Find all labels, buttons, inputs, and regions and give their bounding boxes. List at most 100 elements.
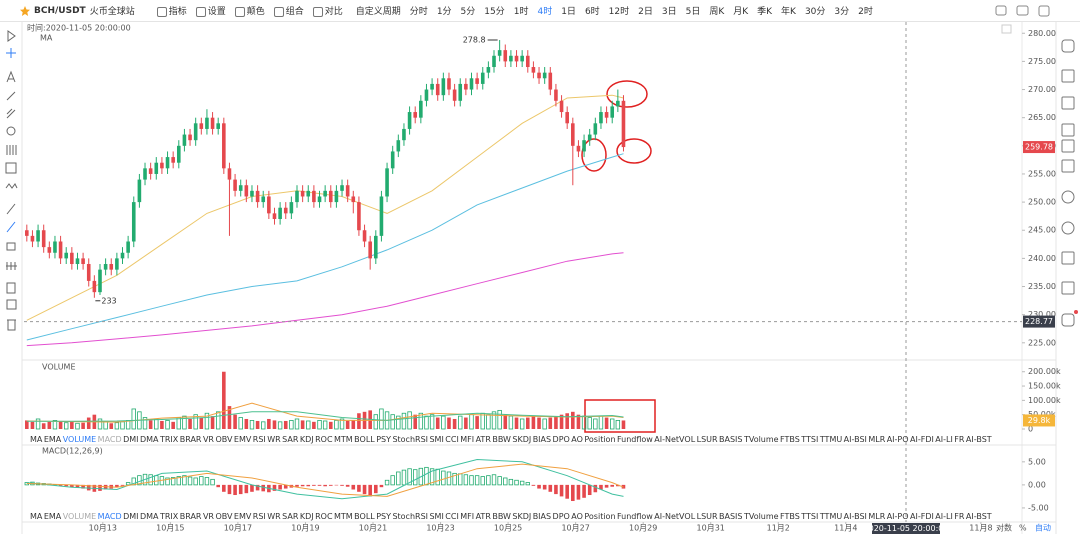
axis-option[interactable]: 自动 (1035, 523, 1051, 533)
top-button[interactable] (1016, 5, 1029, 16)
interval-button[interactable]: 2日 (638, 7, 653, 17)
indicator-tab[interactable]: AI-BST (965, 435, 992, 444)
indicator-tab[interactable]: BASIS (719, 435, 743, 444)
toolbar-button[interactable]: 对比 (324, 7, 343, 17)
indicator-tab[interactable]: TVolume (743, 512, 779, 521)
indicator-tab[interactable]: BIAS (532, 435, 552, 444)
interval-button[interactable]: 5日 (685, 7, 701, 17)
indicator-tab[interactable]: StochRSI (392, 512, 429, 521)
interval-button[interactable]: 5分 (460, 7, 476, 17)
indicator-tab[interactable]: CCI (445, 435, 459, 444)
interval-button[interactable]: 1日 (561, 7, 576, 17)
indicator-tab[interactable]: AI-NetVOL (654, 435, 696, 444)
indicator-tab[interactable]: SAR (282, 435, 299, 444)
indicator-tab[interactable]: MA (30, 435, 43, 444)
side-button[interactable] (1061, 313, 1075, 327)
tool-hide[interactable] (6, 299, 17, 310)
indicator-tab[interactable]: BBW (492, 512, 511, 521)
indicator-tab[interactable]: DMA (139, 512, 159, 521)
indicator-tab[interactable]: TTSI (801, 512, 819, 521)
indicator-tab[interactable]: DPO (552, 512, 570, 521)
indicator-tab[interactable]: RSI (252, 512, 266, 521)
indicator-tab[interactable]: VR (202, 435, 214, 444)
indicator-tab[interactable]: CCI (445, 512, 459, 521)
interval-button[interactable]: 1分 (436, 7, 452, 17)
indicator-tab[interactable]: MFI (460, 435, 475, 444)
toolbar-button[interactable]: 指标 (168, 7, 187, 17)
tool-channel[interactable] (6, 108, 16, 119)
indicator-tab[interactable]: KDJ (299, 435, 314, 444)
interval-button[interactable]: 季K (757, 7, 773, 17)
indicator-tab[interactable]: WR (267, 435, 281, 444)
indicator-tab[interactable]: AI-BST (965, 512, 992, 521)
indicator-tab[interactable]: Fundflow (616, 512, 653, 521)
indicator-tab[interactable]: TTMU (819, 435, 843, 444)
indicator-tab[interactable]: AO (571, 512, 583, 521)
indicator-tab[interactable]: SKDJ (512, 435, 532, 444)
side-button[interactable] (1061, 159, 1075, 173)
indicator-tab[interactable]: TTMU (819, 512, 843, 521)
side-button[interactable] (1061, 139, 1075, 153)
tool-pen[interactable] (6, 203, 16, 215)
tool-lock[interactable] (6, 242, 16, 251)
tool-wave[interactable] (5, 183, 18, 189)
indicator-tab[interactable]: DMI (123, 435, 139, 444)
indicator-tab[interactable]: VOLUME (62, 435, 97, 444)
indicator-tab[interactable]: OBV (215, 435, 233, 444)
indicator-tab[interactable]: BASIS (719, 512, 743, 521)
indicator-tab[interactable]: SMI (429, 435, 444, 444)
top-button[interactable] (1038, 5, 1050, 17)
interval-button[interactable]: 1时 (513, 7, 529, 17)
indicator-tab[interactable]: AI-PO (886, 512, 909, 521)
axis-option[interactable]: % (1019, 524, 1027, 533)
interval-button[interactable]: 4时 (537, 7, 553, 17)
indicator-tab[interactable]: BBW (492, 435, 511, 444)
toolbar-button[interactable]: 设置 (207, 7, 226, 17)
indicator-tab[interactable]: DPO (552, 435, 570, 444)
fullscreen-button[interactable] (1001, 24, 1012, 34)
interval-button[interactable]: 3分 (834, 7, 850, 17)
indicator-tab[interactable]: BRAR (179, 435, 202, 444)
indicator-tab[interactable]: TVolume (743, 435, 779, 444)
indicator-tab[interactable]: AI-BSI (843, 512, 867, 521)
indicator-tab[interactable]: ATR (475, 512, 491, 521)
tool-cursor[interactable] (7, 30, 16, 42)
side-button[interactable] (1061, 123, 1075, 137)
side-button[interactable] (1061, 190, 1075, 204)
indicator-tab[interactable]: AI-FDI (910, 512, 934, 521)
indicator-tab[interactable]: Position (584, 435, 616, 444)
star-icon[interactable] (20, 6, 30, 16)
indicator-tab[interactable]: WR (267, 512, 281, 521)
indicator-tab[interactable]: MFI (460, 512, 475, 521)
tool-delete[interactable] (7, 319, 16, 331)
indicator-tab[interactable]: TRIX (159, 435, 179, 444)
indicator-tab[interactable]: LSUR (696, 512, 718, 521)
interval-button[interactable]: 分时 (409, 7, 428, 17)
interval-button[interactable]: 3日 (661, 7, 677, 17)
indicator-tab[interactable]: BOLL (354, 435, 375, 444)
indicator-tab[interactable]: EMA (43, 435, 62, 444)
tool-text[interactable] (6, 70, 16, 83)
indicator-tab[interactable]: LSUR (696, 435, 718, 444)
tool-circle[interactable] (6, 126, 16, 136)
indicator-tab[interactable]: MACD (97, 435, 122, 444)
indicator-tab[interactable]: EMV (233, 435, 252, 444)
indicator-tab[interactable]: MTM (334, 435, 353, 444)
indicator-tab[interactable]: VR (202, 512, 214, 521)
indicator-tab[interactable]: VOLUME (62, 512, 97, 521)
indicator-tab[interactable]: MTM (334, 512, 353, 521)
indicator-tab[interactable]: KDJ (299, 512, 314, 521)
indicator-tab[interactable]: MACD (97, 512, 122, 521)
indicator-tab[interactable]: MA (30, 512, 43, 521)
tool-layer[interactable] (6, 282, 16, 294)
indicator-tab[interactable]: PSY (376, 435, 391, 444)
interval-button[interactable]: 12时 (608, 7, 630, 17)
tool-measure[interactable] (6, 262, 17, 270)
indicator-tab[interactable]: MLR (868, 435, 886, 444)
indicator-tab[interactable]: TTSI (801, 435, 819, 444)
indicator-tab[interactable]: FTBS (780, 512, 800, 521)
indicator-tab[interactable]: AI-BSI (843, 435, 867, 444)
indicator-tab[interactable]: MLR (868, 512, 886, 521)
indicator-tab[interactable]: DMA (139, 435, 159, 444)
indicator-tab[interactable]: AI-LI (935, 512, 953, 521)
